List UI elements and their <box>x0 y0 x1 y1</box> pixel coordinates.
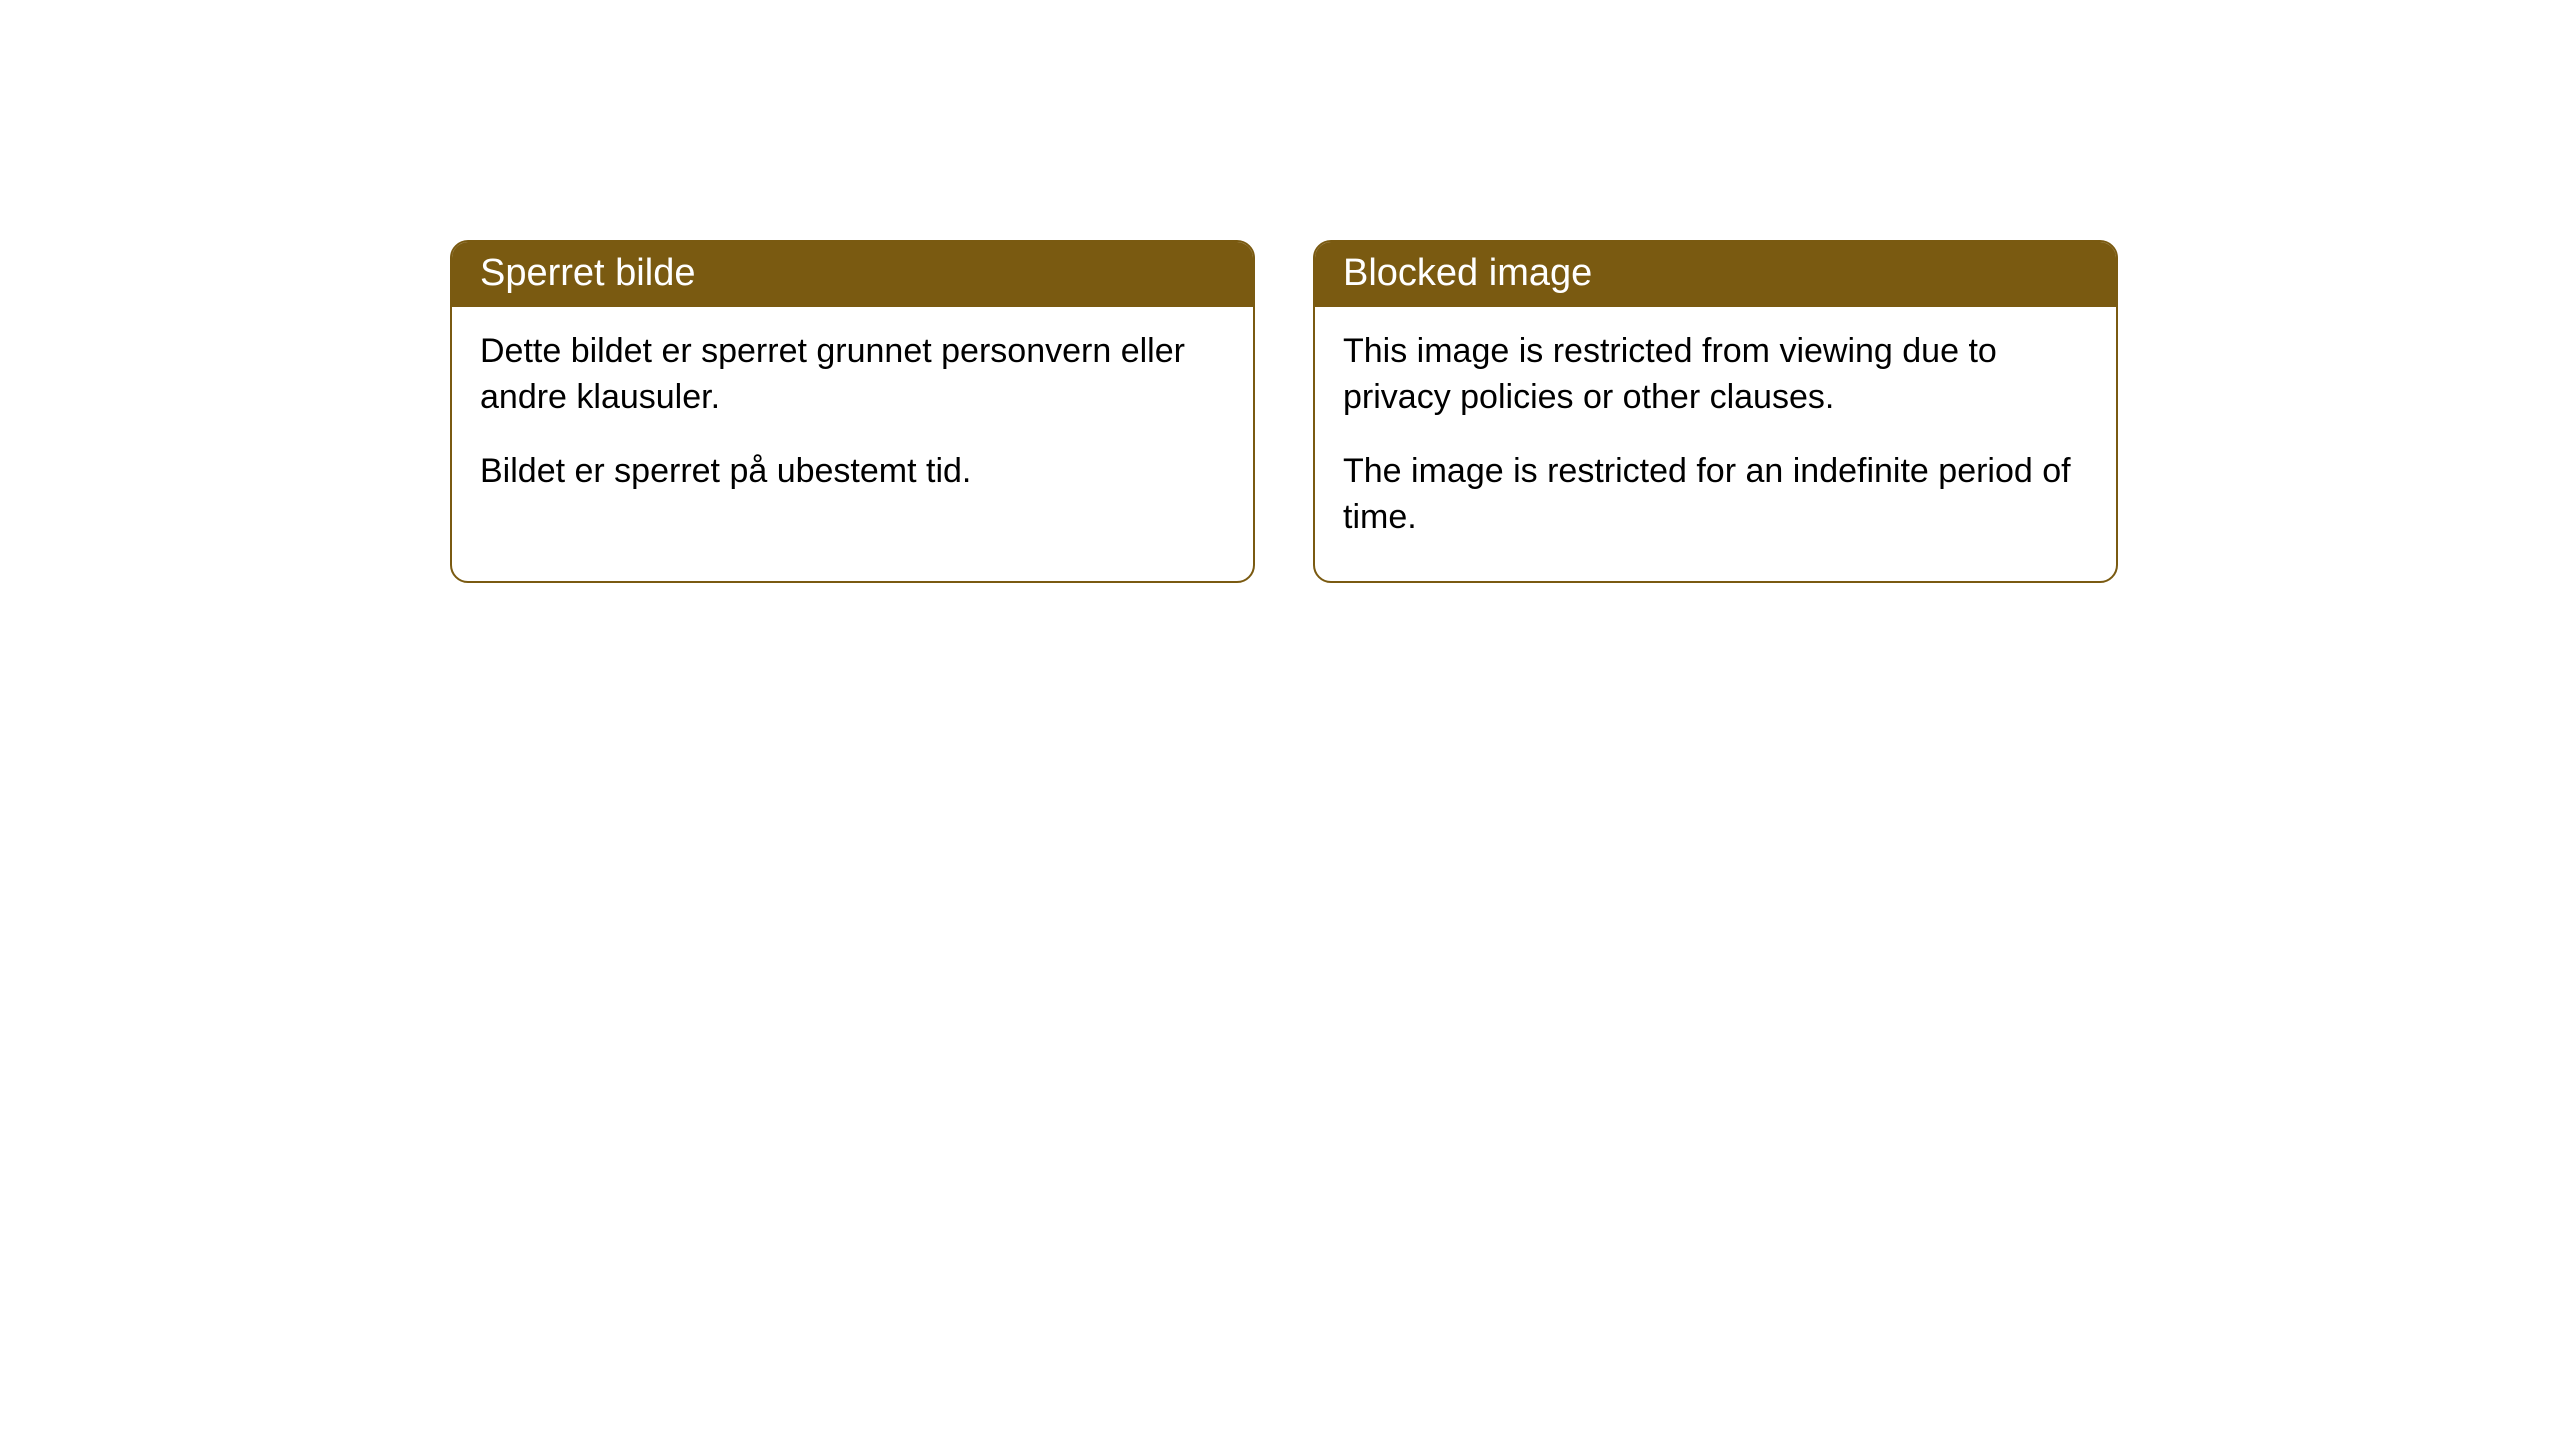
card-title-english: Blocked image <box>1343 252 1592 294</box>
card-text-english-1: This image is restricted from viewing du… <box>1343 329 2088 421</box>
card-text-english-2: The image is restricted for an indefinit… <box>1343 449 2088 541</box>
card-body-english: This image is restricted from viewing du… <box>1315 307 2116 581</box>
card-norwegian: Sperret bilde Dette bildet er sperret gr… <box>450 240 1255 583</box>
card-header-norwegian: Sperret bilde <box>452 242 1253 307</box>
card-header-english: Blocked image <box>1315 242 2116 307</box>
card-title-norwegian: Sperret bilde <box>480 252 695 294</box>
card-text-norwegian-1: Dette bildet er sperret grunnet personve… <box>480 329 1225 421</box>
blocked-image-notices: Sperret bilde Dette bildet er sperret gr… <box>450 240 2118 583</box>
card-english: Blocked image This image is restricted f… <box>1313 240 2118 583</box>
card-text-norwegian-2: Bildet er sperret på ubestemt tid. <box>480 449 1225 495</box>
card-body-norwegian: Dette bildet er sperret grunnet personve… <box>452 307 1253 535</box>
